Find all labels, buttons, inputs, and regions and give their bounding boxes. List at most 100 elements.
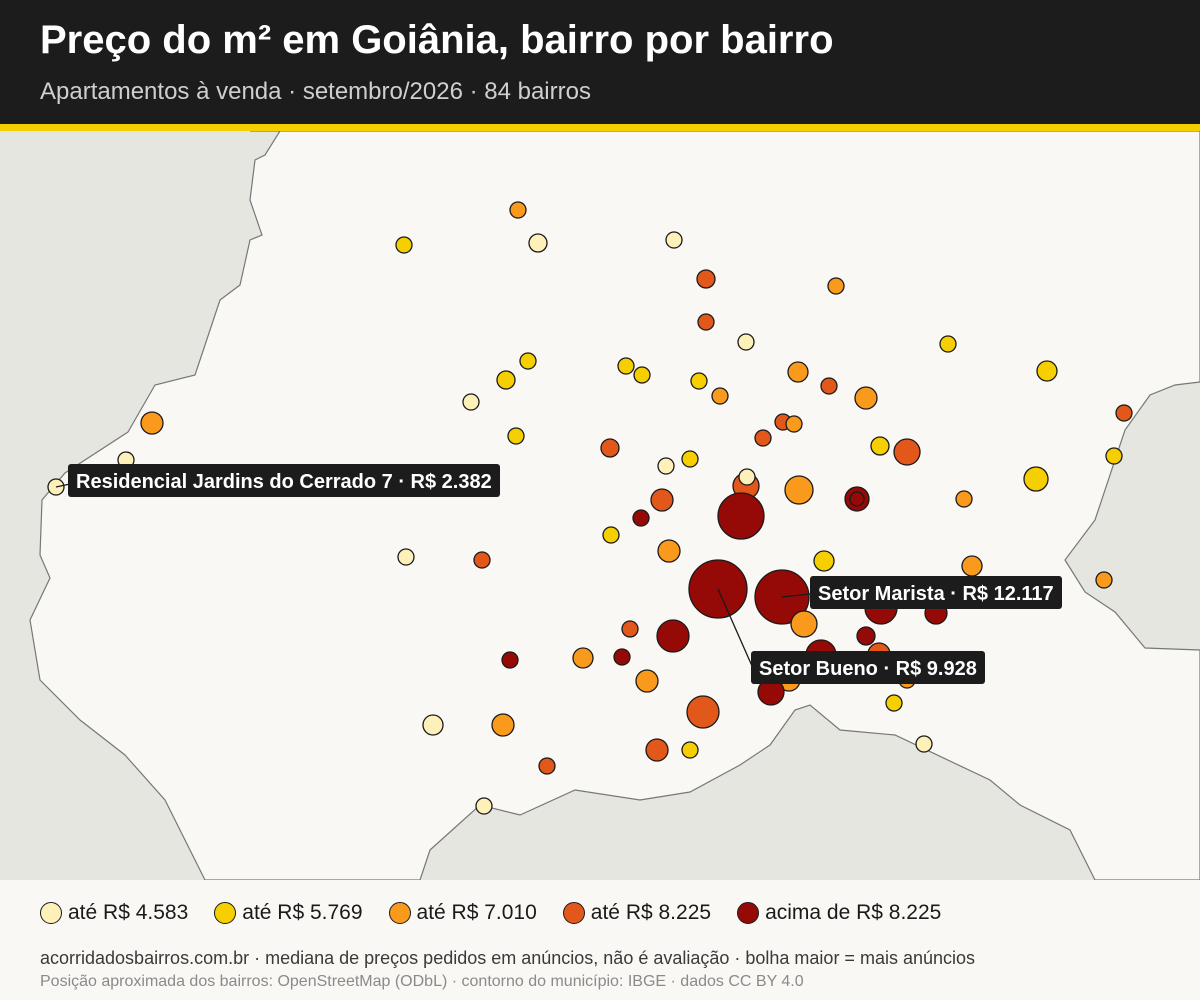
legend-swatch [40, 902, 62, 924]
callout-leader-line [717, 588, 753, 667]
neighborhood-bubble[interactable] [645, 738, 669, 762]
neighborhood-bubble[interactable] [397, 548, 415, 566]
neighborhood-bubble[interactable] [507, 427, 525, 445]
neighborhood-map[interactable]: Residencial Jardins do Cerrado 7 · R$ 2.… [0, 131, 1200, 880]
legend-swatch [388, 902, 411, 924]
neighborhood-bubble[interactable] [650, 488, 674, 512]
neighborhood-bubble[interactable] [813, 550, 835, 572]
legend-swatch [214, 902, 237, 924]
callout-text: Setor Marista · R$ 12.117 [818, 583, 1054, 605]
municipality-boundary [29, 131, 1200, 880]
accent-stripe [0, 124, 1200, 131]
legend-swatch [737, 902, 760, 924]
legend-item: até R$ 4.583 [40, 901, 188, 925]
neighborhood-bubble[interactable] [915, 735, 933, 753]
neighborhood-bubble[interactable] [955, 490, 973, 508]
neighborhood-bubble[interactable] [856, 626, 876, 646]
legend-label: acima de R$ 8.225 [765, 901, 942, 924]
neighborhood-bubble[interactable] [491, 713, 515, 737]
neighborhood-bubble[interactable] [519, 352, 537, 370]
neighborhood-bubble[interactable] [885, 694, 903, 712]
neighborhood-bubble[interactable] [635, 669, 659, 693]
legend-item: acima de R$ 8.225 [737, 901, 941, 925]
neighborhood-bubble[interactable] [849, 491, 865, 507]
legend-item: até R$ 5.769 [214, 901, 363, 925]
legend-label: até R$ 4.583 [68, 901, 189, 924]
neighborhood-bubble[interactable] [496, 370, 516, 390]
page-subtitle: Apartamentos à venda · setembro/2026 · 8… [40, 78, 591, 105]
neighborhood-bubble[interactable] [854, 386, 878, 410]
neighborhood-bubble[interactable] [657, 539, 681, 563]
neighborhood-bubble[interactable] [737, 333, 755, 351]
callout-labels: Residencial Jardins do Cerrado 7 · R$ 2.… [68, 464, 1062, 684]
neighborhood-bubble[interactable] [140, 411, 164, 435]
leader-lines [55, 483, 811, 667]
neighborhood-bubble[interactable] [473, 551, 491, 569]
neighborhood-bubble[interactable] [690, 372, 708, 390]
neighborhood-bubble[interactable] [785, 415, 803, 433]
neighborhood-bubble[interactable] [893, 438, 921, 466]
neighborhood-bubble[interactable] [696, 269, 716, 289]
neighborhood-bubble[interactable] [784, 475, 814, 505]
callout-box [810, 576, 1062, 609]
footer-credits-line: Posição aproximada dos bairros: OpenStre… [40, 973, 804, 990]
callout-label: Setor Marista · R$ 12.117 [810, 576, 1062, 609]
neighborhood-bubble[interactable] [509, 201, 527, 219]
neighborhood-bubble[interactable] [656, 619, 690, 653]
neighborhood-bubble[interactable] [827, 277, 845, 295]
neighborhood-bubble[interactable] [738, 468, 756, 486]
neighborhood-bubble[interactable] [697, 313, 715, 331]
neighborhood-bubble[interactable] [422, 714, 444, 736]
legend-label: até R$ 8.225 [590, 901, 712, 924]
footer-source-line: acorridadosbairros.com.br · mediana de p… [40, 948, 976, 968]
callout-text: Residencial Jardins do Cerrado 7 · R$ 2.… [76, 471, 492, 493]
neighborhood-bubble[interactable] [1095, 571, 1113, 589]
callout-label: Setor Bueno · R$ 9.928 [751, 651, 985, 684]
neighborhood-bubble[interactable] [613, 648, 631, 666]
neighborhood-bubble[interactable] [475, 797, 493, 815]
callout-label: Residencial Jardins do Cerrado 7 · R$ 2.… [68, 464, 500, 497]
neighborhood-bubble[interactable] [717, 492, 765, 540]
legend-label: até R$ 5.769 [242, 901, 363, 924]
callout-leader-line [55, 483, 71, 488]
callout-leader-line [781, 593, 811, 598]
neighborhood-bubble[interactable] [572, 647, 594, 669]
neighborhood-bubble[interactable] [528, 233, 548, 253]
legend-swatch [562, 902, 585, 924]
neighborhood-bubble[interactable] [462, 393, 480, 411]
neighborhood-bubble[interactable] [600, 438, 620, 458]
neighborhood-bubble[interactable] [711, 387, 729, 405]
neighborhood-bubble[interactable] [870, 436, 890, 456]
neighborhood-bubble[interactable] [754, 429, 772, 447]
neighborhood-bubble[interactable] [657, 457, 675, 475]
neighborhood-bubble[interactable] [617, 357, 635, 375]
neighborhood-bubble[interactable] [395, 236, 413, 254]
callout-text: Setor Bueno · R$ 9.928 [759, 658, 977, 680]
neighborhood-bubble[interactable] [632, 509, 650, 527]
neighborhood-bubble[interactable] [790, 610, 818, 638]
legend-item: até R$ 8.225 [562, 901, 712, 925]
neighborhood-bubble[interactable] [621, 620, 639, 638]
callout-box [751, 651, 985, 684]
bubble-layer [47, 201, 1133, 815]
neighborhood-bubble[interactable] [681, 450, 699, 468]
callout-box [68, 464, 500, 497]
neighborhood-bubble[interactable] [939, 335, 957, 353]
header-bar: Preço do m² em Goiânia, bairro por bairr… [0, 0, 1200, 124]
neighborhood-bubble[interactable] [1105, 447, 1123, 465]
neighborhood-bubble[interactable] [820, 377, 838, 395]
neighborhood-bubble[interactable] [686, 695, 720, 729]
neighborhood-bubble[interactable] [602, 526, 620, 544]
legend-label: até R$ 7.010 [416, 901, 537, 924]
neighborhood-bubble[interactable] [665, 231, 683, 249]
neighborhood-bubble[interactable] [1023, 466, 1049, 492]
neighborhood-bubble[interactable] [633, 366, 651, 384]
neighborhood-bubble[interactable] [787, 361, 809, 383]
neighborhood-bubble[interactable] [538, 757, 556, 775]
neighborhood-bubble[interactable] [681, 741, 699, 759]
page-title: Preço do m² em Goiânia, bairro por bairr… [40, 18, 834, 62]
neighborhood-bubble[interactable] [1036, 360, 1058, 382]
neighborhood-bubble[interactable] [501, 651, 519, 669]
neighborhood-bubble[interactable] [961, 555, 983, 577]
neighborhood-bubble[interactable] [1115, 404, 1133, 422]
